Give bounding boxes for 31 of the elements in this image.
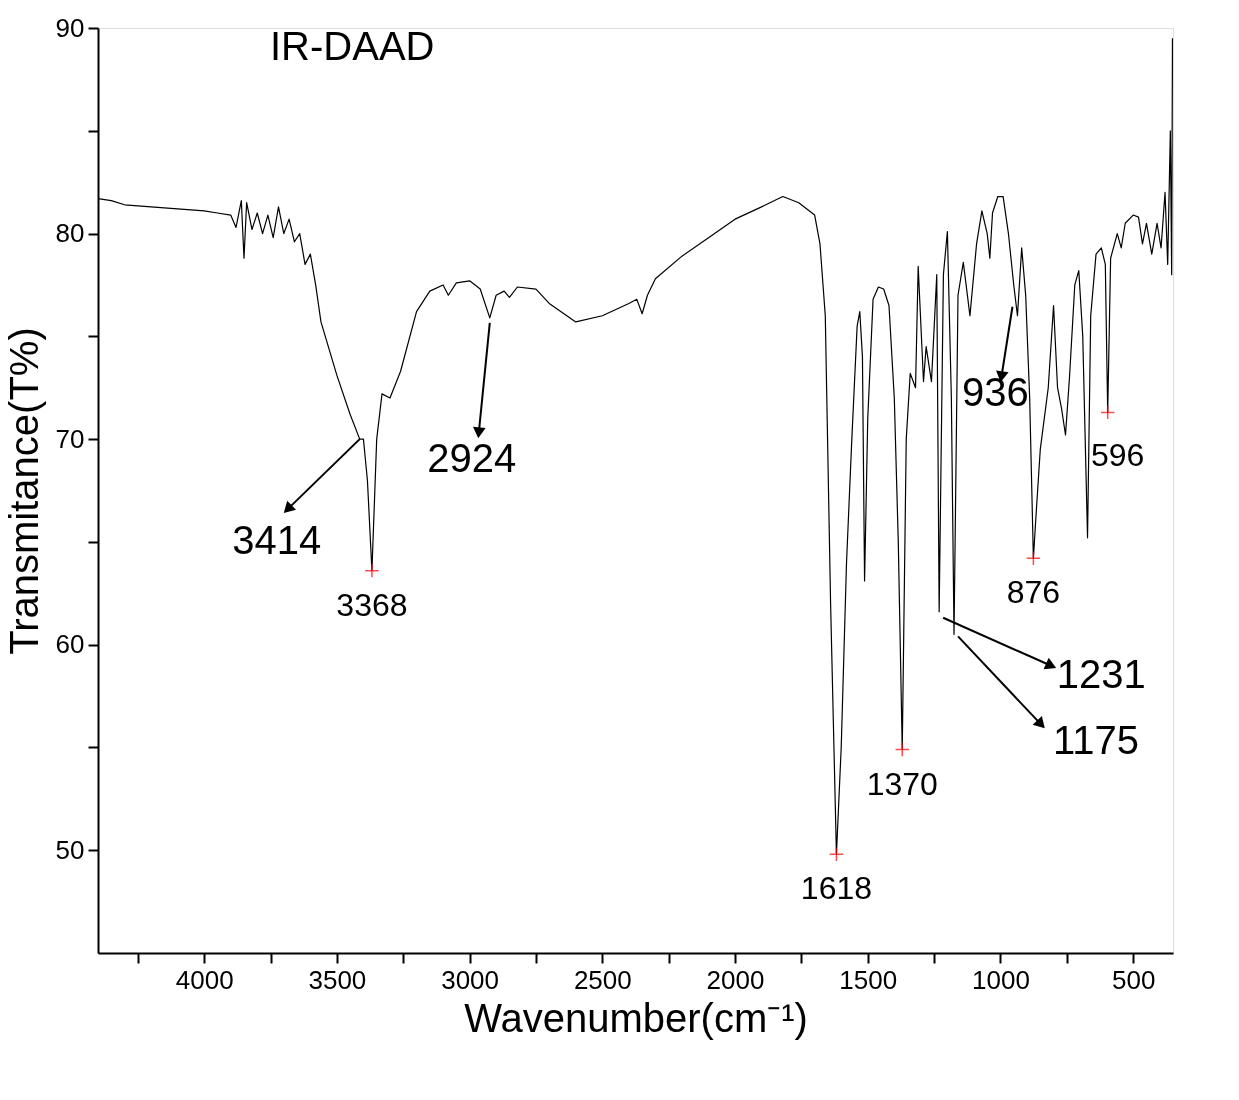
point	[828, 846, 844, 862]
y-tick-label: 70	[55, 423, 85, 454]
annotation: 3414	[232, 518, 322, 563]
annotation: 936	[962, 369, 1029, 414]
y-axis-title: Transmitance(T%)	[1, 327, 46, 655]
annotation: 3368	[336, 586, 408, 623]
x-tick-label: 1500	[839, 964, 898, 995]
x-tick-label: 3500	[308, 964, 367, 995]
annotation: 596	[1091, 437, 1145, 474]
x-tick-label: 4000	[175, 964, 234, 995]
annotation: 876	[1006, 574, 1061, 611]
x-tick-label: 1000	[972, 964, 1030, 995]
x-tick-label: 3000	[441, 964, 500, 995]
x-tick-label: 2000	[706, 964, 765, 995]
point	[1025, 550, 1041, 566]
annotation: 1175	[1053, 718, 1140, 763]
annotation: 1618	[800, 870, 873, 907]
x-tick-label: 500	[1111, 964, 1156, 995]
y-tick-label: 90	[55, 12, 85, 43]
annotation: 1231	[1056, 651, 1146, 696]
annotation: 1370	[866, 765, 938, 802]
point	[894, 742, 910, 757]
chart-title: IR-DAAD	[270, 24, 435, 68]
annotation: 2924	[427, 435, 517, 480]
y-tick-label: 50	[55, 834, 85, 865]
y-tick-label: 60	[55, 629, 85, 660]
x-tick-label: 2500	[573, 964, 632, 995]
point	[364, 563, 380, 579]
x-axis-title: Wavenumber(cm⁻¹)	[464, 995, 808, 1040]
point	[1100, 404, 1116, 420]
y-tick-label: 80	[55, 218, 85, 249]
